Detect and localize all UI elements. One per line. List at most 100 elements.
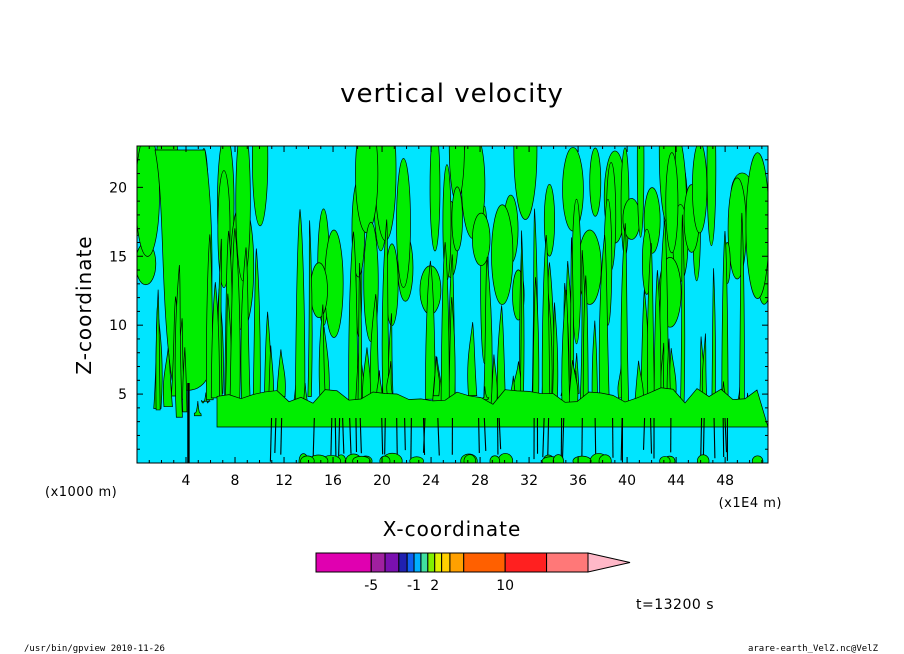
updraft-patch bbox=[589, 147, 602, 217]
contour-line bbox=[483, 417, 487, 451]
updraft-plume bbox=[193, 401, 202, 417]
y-tick-label: 20 bbox=[109, 180, 127, 196]
surface-cell bbox=[497, 453, 514, 463]
contour-line bbox=[338, 417, 341, 458]
y-tick-label: 5 bbox=[118, 387, 127, 403]
updraft-patch bbox=[543, 183, 556, 257]
y-axis-ticks: 5 10 15 20 bbox=[109, 159, 768, 450]
colorbar bbox=[315, 552, 631, 573]
updraft-patch bbox=[692, 146, 708, 234]
plot-frame bbox=[136, 145, 769, 464]
updraft-plume bbox=[440, 242, 450, 413]
colorbar-swatch bbox=[463, 552, 506, 573]
updraft-column bbox=[154, 149, 213, 391]
surface-cell bbox=[751, 455, 764, 463]
x-tick-label: 20 bbox=[373, 473, 391, 489]
updraft-patch bbox=[491, 204, 514, 305]
surface-cell bbox=[598, 454, 612, 463]
x-tick-label: 16 bbox=[324, 473, 342, 489]
updraft-plume bbox=[276, 349, 286, 398]
x-tick-label: 44 bbox=[667, 473, 685, 489]
colorbar-swatch bbox=[370, 552, 386, 573]
contour-line bbox=[542, 417, 545, 458]
updraft-plume bbox=[482, 257, 493, 418]
contour-line bbox=[404, 417, 406, 451]
surface-cell bbox=[409, 456, 424, 463]
updraft-plume bbox=[369, 294, 381, 411]
colorbar-swatch bbox=[427, 552, 436, 573]
contour-line bbox=[359, 417, 362, 454]
colorbar-tick-label: -1 bbox=[407, 578, 421, 594]
updraft-patch bbox=[252, 146, 269, 227]
updraft-plume bbox=[425, 260, 436, 400]
updraft-plume bbox=[567, 360, 579, 408]
updraft-patch bbox=[310, 262, 328, 319]
updraft-plume bbox=[381, 219, 391, 410]
contour-line bbox=[312, 417, 315, 460]
contour-line bbox=[561, 417, 565, 462]
contour-line bbox=[702, 417, 705, 456]
updraft-patch bbox=[513, 146, 538, 220]
updraft-plume bbox=[240, 247, 251, 405]
updraft-plume bbox=[162, 347, 173, 408]
updraft-plume bbox=[448, 297, 456, 402]
x-tick-label: 48 bbox=[716, 473, 734, 489]
colorbar-swatch bbox=[413, 552, 422, 573]
updraft-plume bbox=[551, 302, 559, 410]
updraft-plume bbox=[201, 392, 211, 404]
updraft-plume bbox=[210, 282, 220, 399]
updraft-plume bbox=[174, 265, 183, 418]
updraft-plume bbox=[376, 370, 383, 399]
contour-line bbox=[650, 417, 653, 454]
time-label: t=13200 s bbox=[636, 597, 714, 613]
contour-line bbox=[334, 417, 337, 459]
updraft-plume bbox=[541, 235, 551, 415]
contour-line bbox=[280, 417, 283, 455]
contour-line bbox=[355, 417, 358, 452]
contour-line bbox=[384, 417, 386, 455]
contour-line bbox=[620, 417, 623, 461]
contour-line bbox=[381, 417, 384, 455]
x-tick-label: 24 bbox=[422, 473, 440, 489]
updraft-plume bbox=[591, 320, 598, 399]
updraft-plume bbox=[653, 270, 662, 404]
x-unit-label: (x1E4 m) bbox=[719, 496, 782, 511]
colorbar-swatch bbox=[384, 552, 400, 573]
updraft-plume bbox=[620, 223, 630, 407]
updraft-plume bbox=[481, 386, 490, 400]
contour-line bbox=[396, 417, 398, 455]
x-tick-label: 40 bbox=[618, 473, 636, 489]
y-tick-label: 10 bbox=[109, 318, 127, 334]
contour-line bbox=[342, 417, 345, 454]
updraft-plume bbox=[711, 268, 716, 402]
surface-cell bbox=[552, 454, 564, 463]
surface-cell bbox=[489, 455, 501, 463]
updraft-patch bbox=[665, 152, 679, 254]
updraft-plume bbox=[155, 289, 161, 411]
colorbar-tick-label: -5 bbox=[364, 578, 378, 594]
updraft-plume bbox=[307, 220, 313, 397]
x-tick-label: 4 bbox=[182, 473, 191, 489]
updraft-plume bbox=[721, 231, 729, 416]
x-tick-label: 28 bbox=[471, 473, 489, 489]
y-unit-label: (x1000 m) bbox=[45, 485, 117, 500]
x-tick-label: 8 bbox=[231, 473, 240, 489]
updraft-patch bbox=[562, 147, 584, 232]
updraft-plume bbox=[357, 262, 362, 406]
surface-cell bbox=[572, 455, 592, 463]
updraft-plume bbox=[348, 231, 359, 407]
updraft-plume bbox=[318, 304, 326, 403]
contour-line bbox=[713, 417, 716, 459]
updraft-patch bbox=[396, 158, 411, 288]
plot-area bbox=[137, 146, 768, 463]
x-axis-ticks: 4 8 12 16 20 24 28 32 36 40 44 48 bbox=[148, 146, 763, 489]
boundary-layer-band bbox=[216, 387, 768, 428]
contour-line bbox=[478, 417, 480, 453]
colorbar-extension bbox=[587, 552, 631, 573]
updraft-patch bbox=[429, 146, 441, 252]
updraft-plume bbox=[182, 347, 188, 413]
contour-line bbox=[547, 417, 550, 459]
updraft-patch bbox=[355, 146, 379, 234]
x-tick-label: 36 bbox=[569, 473, 587, 489]
colorbar-swatch bbox=[398, 552, 408, 573]
